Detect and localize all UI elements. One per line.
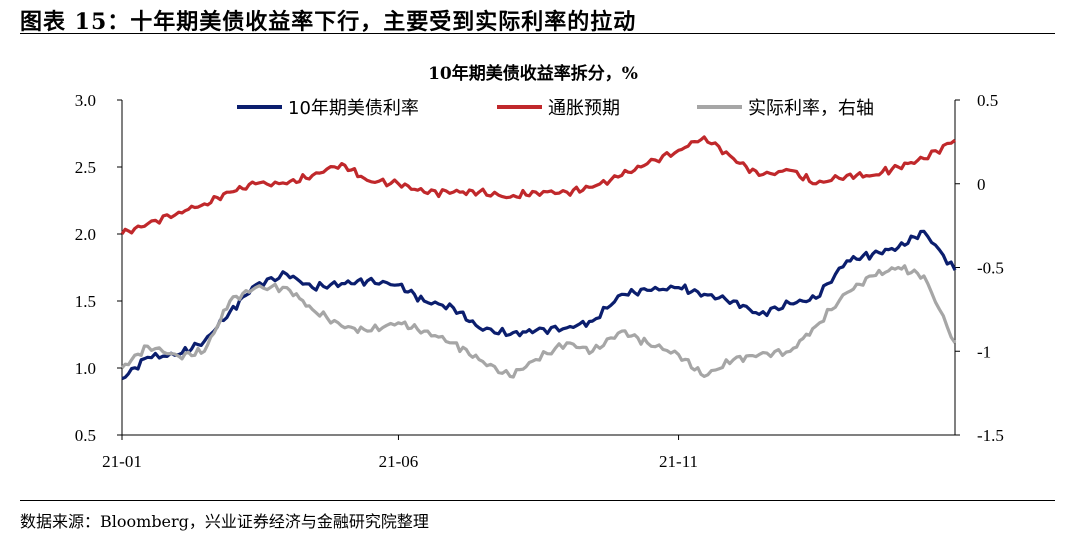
left-tick-label: 1.0 <box>75 359 96 378</box>
right-tick-label: -1 <box>977 342 991 361</box>
series-line <box>120 264 957 379</box>
right-tick-label: 0 <box>977 175 986 194</box>
source-rule <box>20 500 1055 501</box>
legend-label: 通胀预期 <box>548 98 620 119</box>
legend-label: 10年期美债利率 <box>288 98 419 119</box>
right-tick-label: -0.5 <box>977 259 1004 278</box>
axes <box>117 99 960 440</box>
title-rule <box>20 33 1055 34</box>
left-tick-label: 2.5 <box>75 158 96 177</box>
left-tick-label: 1.5 <box>75 292 96 311</box>
x-tick-label: 21-11 <box>659 452 698 471</box>
x-tick-label: 21-06 <box>379 452 419 471</box>
tick-labels: 0.5 1.0 1.5 2.0 2.5 3.0 -1.5 -1 -0.5 0 0.5 21-01 21-… <box>75 91 1004 471</box>
series-line <box>121 229 957 381</box>
right-tick-label: -1.5 <box>977 426 1004 445</box>
source-note: 数据来源：Bloomberg，兴业证券经济与金融研究院整理 <box>20 512 429 531</box>
legend-label: 实际利率，右轴 <box>748 98 874 119</box>
x-tick-label: 21-01 <box>102 452 142 471</box>
series-lines <box>120 135 957 381</box>
left-tick-label: 3.0 <box>75 91 96 110</box>
left-tick-label: 0.5 <box>75 426 96 445</box>
left-tick-label: 2.0 <box>75 225 96 244</box>
series-line <box>120 135 956 235</box>
legend: 10年期美债利率 通胀预期 实际利率，右轴 <box>237 98 874 119</box>
figure-title: 图表 15：十年期美债收益率下行，主要受到实际利率的拉动 <box>20 9 637 35</box>
right-tick-label: 0.5 <box>977 91 998 110</box>
chart-title: 10年期美债收益率拆分，% <box>428 63 638 84</box>
